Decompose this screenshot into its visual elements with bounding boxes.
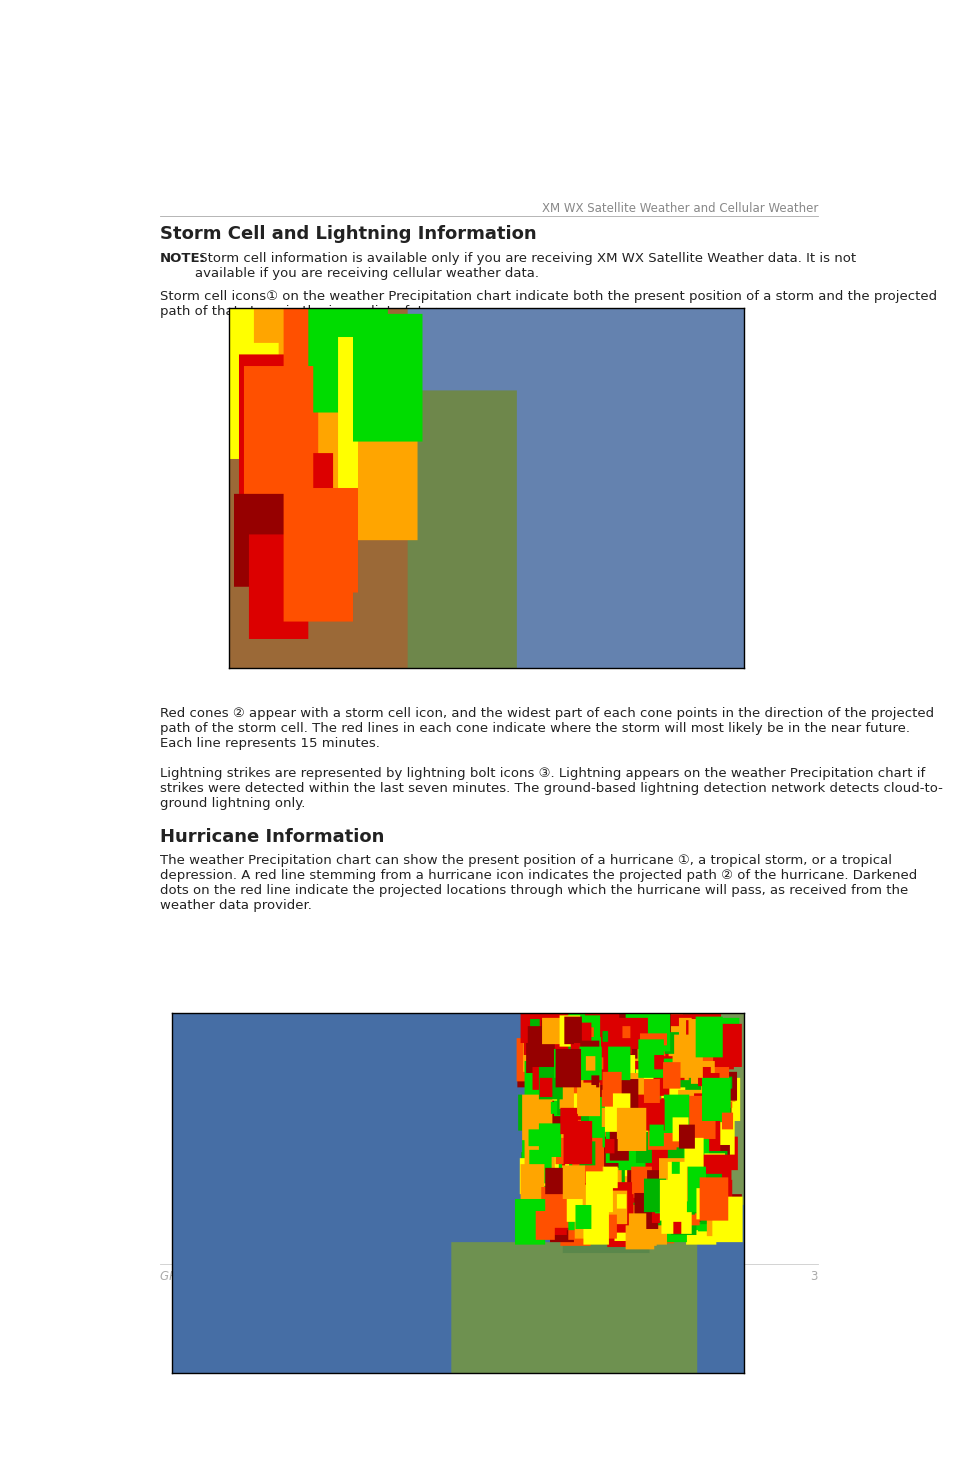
Text: ②: ② [712,506,727,524]
Text: Storm Cell and Lightning Information: Storm Cell and Lightning Information [160,225,536,242]
Text: ①: ① [712,1051,727,1069]
Text: Hurricane Information: Hurricane Information [160,828,384,847]
Text: Storm cell information is available only if you are receiving XM WX Satellite We: Storm cell information is available only… [195,252,856,280]
Text: ①: ① [712,433,727,451]
Text: Red cones ② appear with a storm cell icon, and the widest part of each cone poin: Red cones ② appear with a storm cell ico… [160,708,933,750]
Text: GPSMAP 4000/5000/6000/7000 Series Weather and XM Satellite Radio Supplement: GPSMAP 4000/5000/6000/7000 Series Weathe… [160,1270,650,1283]
Text: NOTE:: NOTE: [160,252,206,264]
Text: The weather Precipitation chart can show the present position of a hurricane ①, : The weather Precipitation chart can show… [160,854,916,913]
Text: Lightning strikes are represented by lightning bolt icons ③. Lightning appears o: Lightning strikes are represented by lig… [160,768,942,810]
Text: 3: 3 [810,1270,817,1283]
Text: ②: ② [229,1083,243,1101]
Text: Storm cell icons① on the weather Precipitation chart indicate both the present p: Storm cell icons① on the weather Precipi… [160,291,936,319]
Text: ③: ③ [712,534,727,552]
Text: XM WX Satellite Weather and Cellular Weather: XM WX Satellite Weather and Cellular Wea… [541,203,817,216]
